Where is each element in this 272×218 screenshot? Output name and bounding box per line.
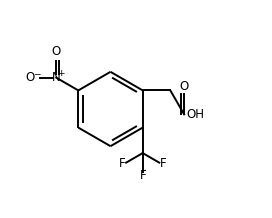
Text: N: N	[52, 71, 61, 84]
Text: F: F	[119, 157, 126, 170]
Text: F: F	[160, 157, 166, 170]
Text: +: +	[57, 69, 65, 78]
Text: F: F	[139, 169, 146, 182]
Text: O: O	[25, 71, 35, 84]
Text: O: O	[52, 45, 61, 58]
Text: −: −	[33, 69, 41, 78]
Text: OH: OH	[187, 109, 205, 121]
Text: O: O	[180, 80, 189, 93]
